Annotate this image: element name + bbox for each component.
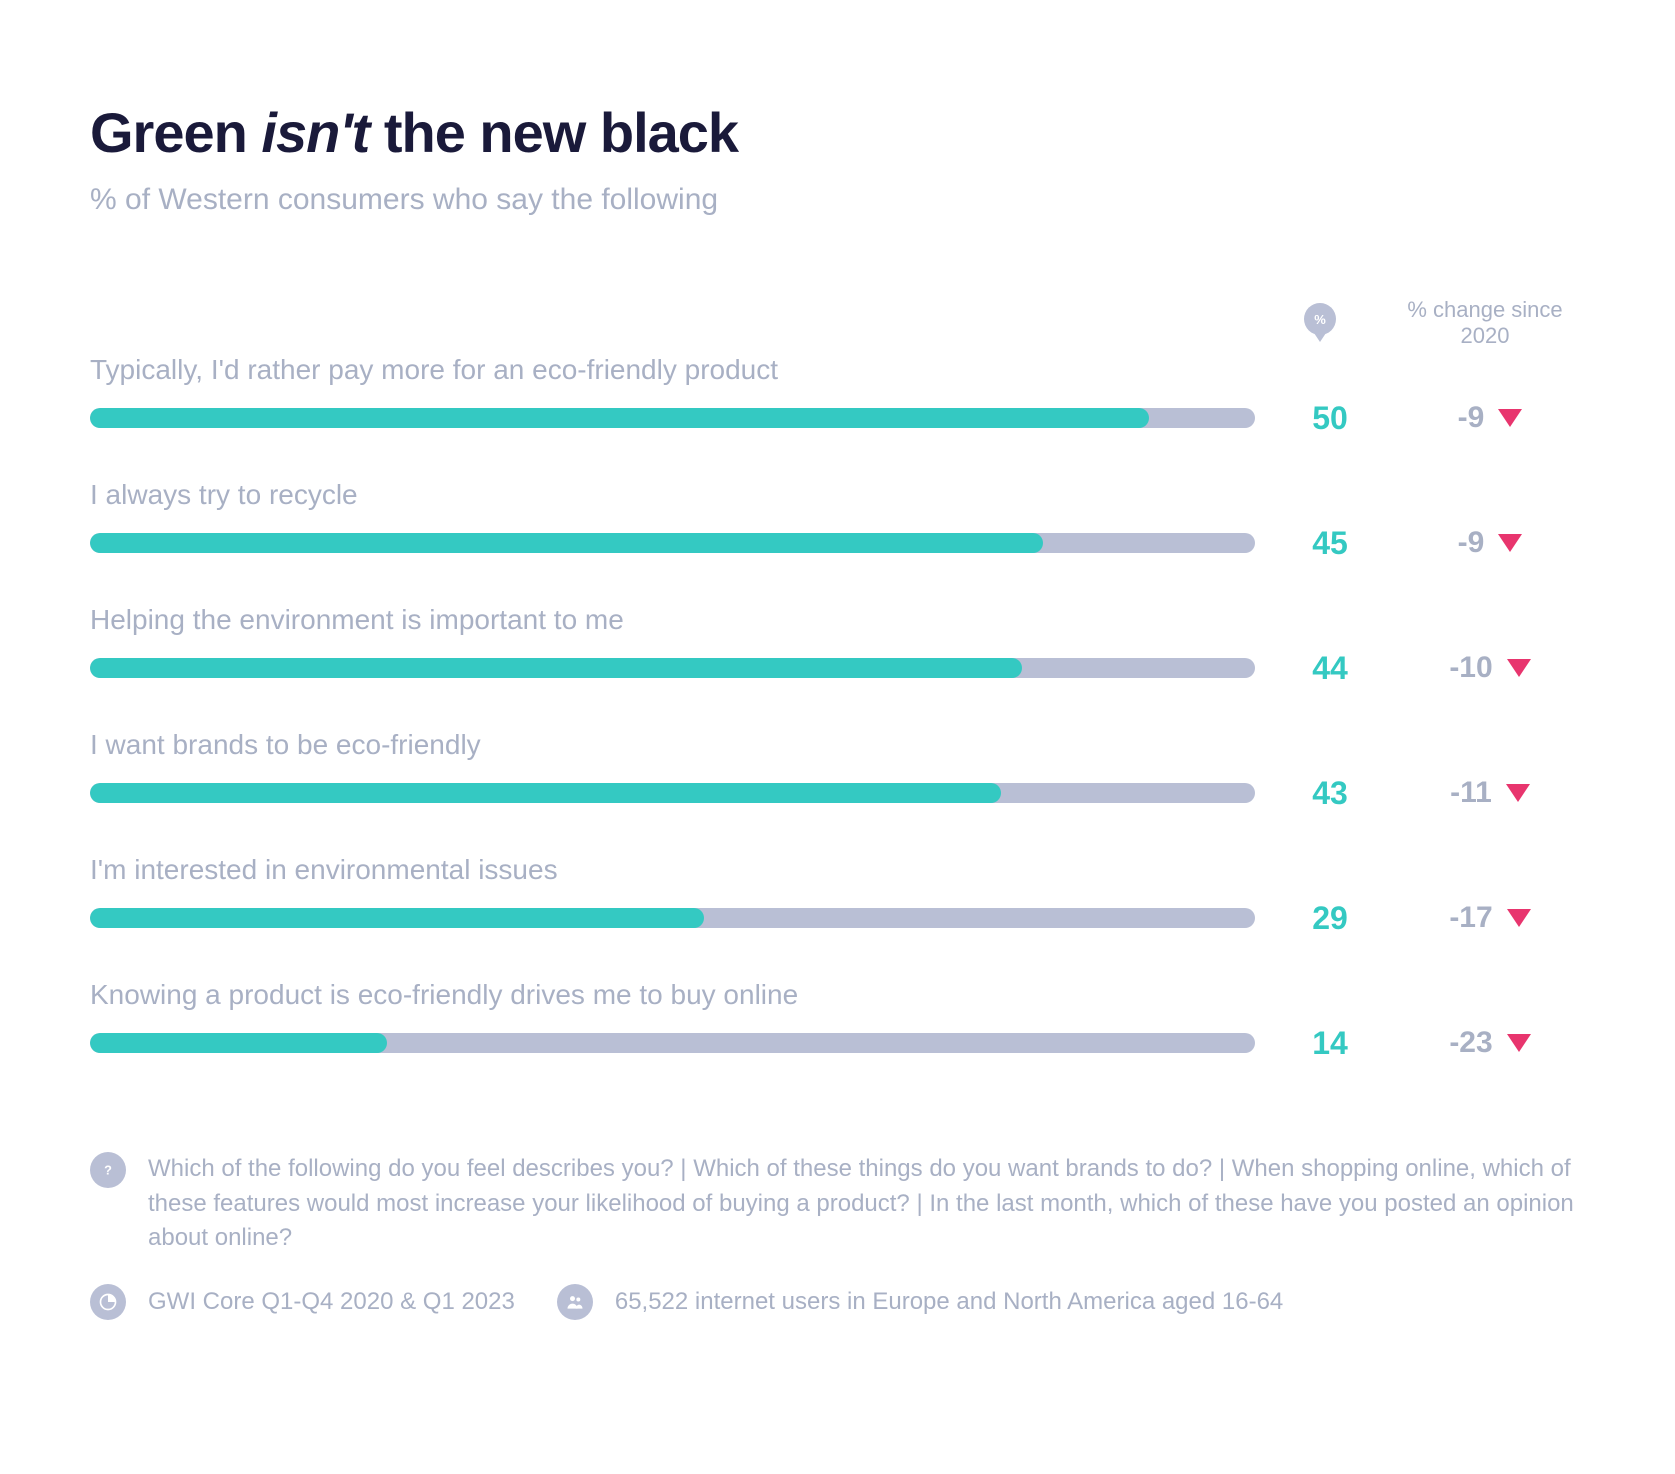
- row-change: -11: [1405, 776, 1585, 810]
- down-triangle-icon: [1506, 784, 1530, 802]
- change-value: -17: [1449, 901, 1492, 935]
- column-headers: % % change since 2020: [90, 297, 1585, 350]
- row-value: 29: [1295, 900, 1365, 937]
- footer-source-row: GWI Core Q1-Q4 2020 & Q1 2023 65,522 int…: [90, 1284, 1585, 1320]
- row-value: 45: [1295, 525, 1365, 562]
- bar-fill: [90, 908, 704, 928]
- title-pre: Green: [90, 101, 261, 164]
- change-value: -9: [1458, 401, 1485, 435]
- row-body: 45 -9: [90, 525, 1585, 562]
- row-body: 14 -23: [90, 1025, 1585, 1062]
- chart-area: % % change since 2020 Typically, I'd rat…: [90, 297, 1585, 1062]
- percent-balloon-icon: %: [1300, 302, 1340, 350]
- chart-row: Typically, I'd rather pay more for an ec…: [90, 354, 1585, 437]
- row-value: 44: [1295, 650, 1365, 687]
- row-value: 50: [1295, 400, 1365, 437]
- row-label: I want brands to be eco-friendly: [90, 729, 1585, 761]
- row-change: -9: [1405, 401, 1585, 435]
- svg-text:?: ?: [104, 1162, 112, 1177]
- chart-footer: ? Which of the following do you feel des…: [90, 1152, 1585, 1320]
- chart-row: I always try to recycle 45 -9: [90, 479, 1585, 562]
- down-triangle-icon: [1498, 409, 1522, 427]
- svg-text:%: %: [1314, 312, 1326, 327]
- row-label: Typically, I'd rather pay more for an ec…: [90, 354, 1585, 386]
- change-value: -23: [1449, 1026, 1492, 1060]
- change-value: -11: [1450, 776, 1492, 810]
- down-triangle-icon: [1498, 534, 1522, 552]
- bar-fill: [90, 533, 1043, 553]
- chart-row: I want brands to be eco-friendly 43 -11: [90, 729, 1585, 812]
- bar-track: [90, 908, 1255, 928]
- row-body: 50 -9: [90, 400, 1585, 437]
- bar-track: [90, 658, 1255, 678]
- chart-row: I'm interested in environmental issues 29…: [90, 854, 1585, 937]
- down-triangle-icon: [1507, 909, 1531, 927]
- row-change: -9: [1405, 526, 1585, 560]
- question-icon: ?: [90, 1152, 126, 1188]
- change-column-header: % change since 2020: [1395, 297, 1575, 350]
- row-value: 43: [1295, 775, 1365, 812]
- footer-source-text: GWI Core Q1-Q4 2020 & Q1 2023: [148, 1285, 515, 1320]
- footer-sample-text: 65,522 internet users in Europe and Nort…: [615, 1285, 1283, 1320]
- row-label: Helping the environment is important to …: [90, 604, 1585, 636]
- row-body: 29 -17: [90, 900, 1585, 937]
- footer-question-row: ? Which of the following do you feel des…: [90, 1152, 1585, 1256]
- source-icon: [90, 1284, 126, 1320]
- bar-fill: [90, 1033, 387, 1053]
- chart-row: Knowing a product is eco-friendly drives…: [90, 979, 1585, 1062]
- chart-title: Green isn't the new black: [90, 100, 1585, 165]
- row-value: 14: [1295, 1025, 1365, 1062]
- bar-fill: [90, 408, 1149, 428]
- bar-track: [90, 533, 1255, 553]
- chart-subtitle: % of Western consumers who say the follo…: [90, 183, 1585, 217]
- title-italic: isn't: [261, 101, 369, 164]
- down-triangle-icon: [1507, 659, 1531, 677]
- bar-fill: [90, 783, 1001, 803]
- bar-track: [90, 1033, 1255, 1053]
- chart-row: Helping the environment is important to …: [90, 604, 1585, 687]
- down-triangle-icon: [1507, 1034, 1531, 1052]
- footer-question-text: Which of the following do you feel descr…: [148, 1152, 1585, 1256]
- row-label: Knowing a product is eco-friendly drives…: [90, 979, 1585, 1011]
- people-icon: [557, 1284, 593, 1320]
- title-post: the new black: [369, 101, 738, 164]
- row-body: 44 -10: [90, 650, 1585, 687]
- row-label: I'm interested in environmental issues: [90, 854, 1585, 886]
- bar-track: [90, 408, 1255, 428]
- row-body: 43 -11: [90, 775, 1585, 812]
- row-label: I always try to recycle: [90, 479, 1585, 511]
- bar-fill: [90, 658, 1022, 678]
- row-change: -17: [1405, 901, 1585, 935]
- row-change: -23: [1405, 1026, 1585, 1060]
- row-change: -10: [1405, 651, 1585, 685]
- change-value: -10: [1449, 651, 1492, 685]
- percent-column-header: %: [1285, 302, 1355, 350]
- change-value: -9: [1458, 526, 1485, 560]
- bar-track: [90, 783, 1255, 803]
